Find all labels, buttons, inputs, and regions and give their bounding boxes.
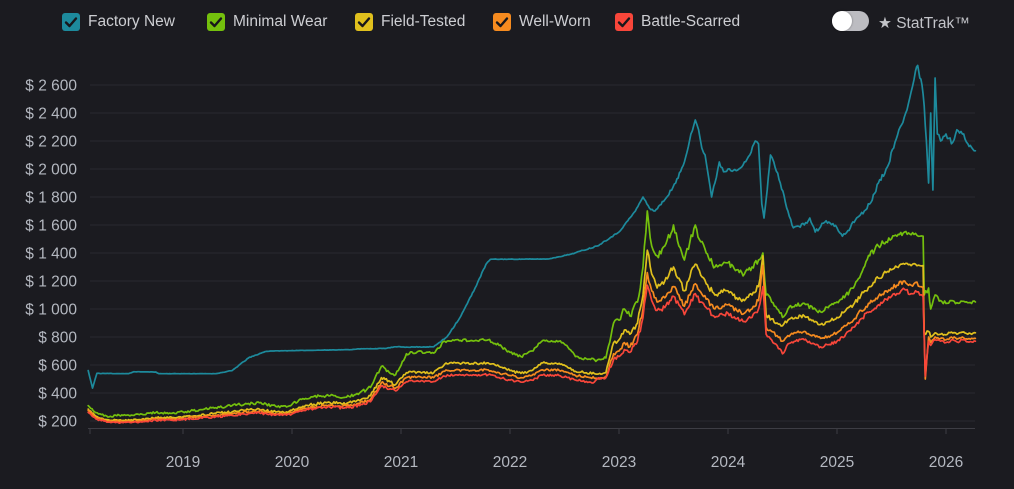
svg-text:2020: 2020	[275, 454, 310, 471]
svg-text:2022: 2022	[493, 454, 527, 471]
stattrak-label: ★ StatTrak™	[878, 15, 970, 32]
legend-item-well-worn[interactable]: Well-Worn	[493, 12, 591, 32]
series-line-factory-new	[87, 64, 977, 389]
svg-text:$ 2 000: $ 2 000	[25, 162, 77, 179]
legend-item-field-tested[interactable]: Field-Tested	[355, 12, 465, 32]
svg-text:$ 200: $ 200	[38, 414, 77, 431]
checkbox-checked-icon[interactable]	[355, 13, 373, 31]
stattrak-toggle[interactable]	[832, 11, 869, 31]
legend-label: Well-Worn	[519, 13, 591, 30]
svg-text:$ 1 000: $ 1 000	[25, 302, 77, 319]
grid-lines	[90, 84, 975, 422]
legend-label: Factory New	[88, 13, 175, 30]
x-axis-labels: 2019 2020 2021 2022 2023 2024 2025 2026	[166, 454, 963, 471]
svg-text:2023: 2023	[602, 454, 636, 471]
svg-text:$ 800: $ 800	[38, 330, 77, 347]
series-line-battle-scarred	[87, 284, 977, 425]
checkbox-checked-icon[interactable]	[62, 13, 80, 31]
legend-item-minimal-wear[interactable]: Minimal Wear	[207, 12, 327, 32]
svg-text:$ 2 200: $ 2 200	[25, 134, 77, 151]
legend-item-factory-new[interactable]: Factory New	[62, 12, 175, 32]
svg-text:2021: 2021	[384, 454, 418, 471]
series-line-minimal-wear	[87, 210, 977, 418]
toggle-knob-icon	[832, 11, 852, 31]
svg-text:2026: 2026	[929, 454, 963, 471]
y-axis-labels: $ 200 $ 400 $ 600 $ 800 $ 1 000 $ 1 200 $ 1 40…	[25, 78, 77, 431]
svg-text:$ 400: $ 400	[38, 386, 77, 403]
svg-text:2019: 2019	[166, 454, 200, 471]
svg-text:$ 2 400: $ 2 400	[25, 106, 77, 123]
checkbox-checked-icon[interactable]	[493, 13, 511, 31]
svg-text:$ 1 400: $ 1 400	[25, 246, 77, 263]
svg-text:2025: 2025	[820, 454, 854, 471]
series-line-field-tested	[87, 249, 977, 422]
svg-text:2024: 2024	[711, 454, 746, 471]
svg-text:$ 1 800: $ 1 800	[25, 190, 77, 207]
svg-text:$ 2 600: $ 2 600	[25, 78, 77, 95]
series-lines	[87, 64, 977, 425]
checkbox-checked-icon[interactable]	[207, 13, 225, 31]
series-line-well-worn	[87, 264, 977, 423]
svg-text:$ 1 600: $ 1 600	[25, 218, 77, 235]
checkbox-checked-icon[interactable]	[615, 13, 633, 31]
svg-text:$ 1 200: $ 1 200	[25, 274, 77, 291]
x-axis	[88, 428, 975, 434]
legend-item-battle-scarred[interactable]: Battle-Scarred	[615, 12, 740, 32]
legend-label: Field-Tested	[381, 13, 466, 30]
legend-label: Battle-Scarred	[641, 13, 741, 30]
legend-label: Minimal Wear	[233, 13, 328, 30]
svg-text:$ 600: $ 600	[38, 358, 77, 375]
